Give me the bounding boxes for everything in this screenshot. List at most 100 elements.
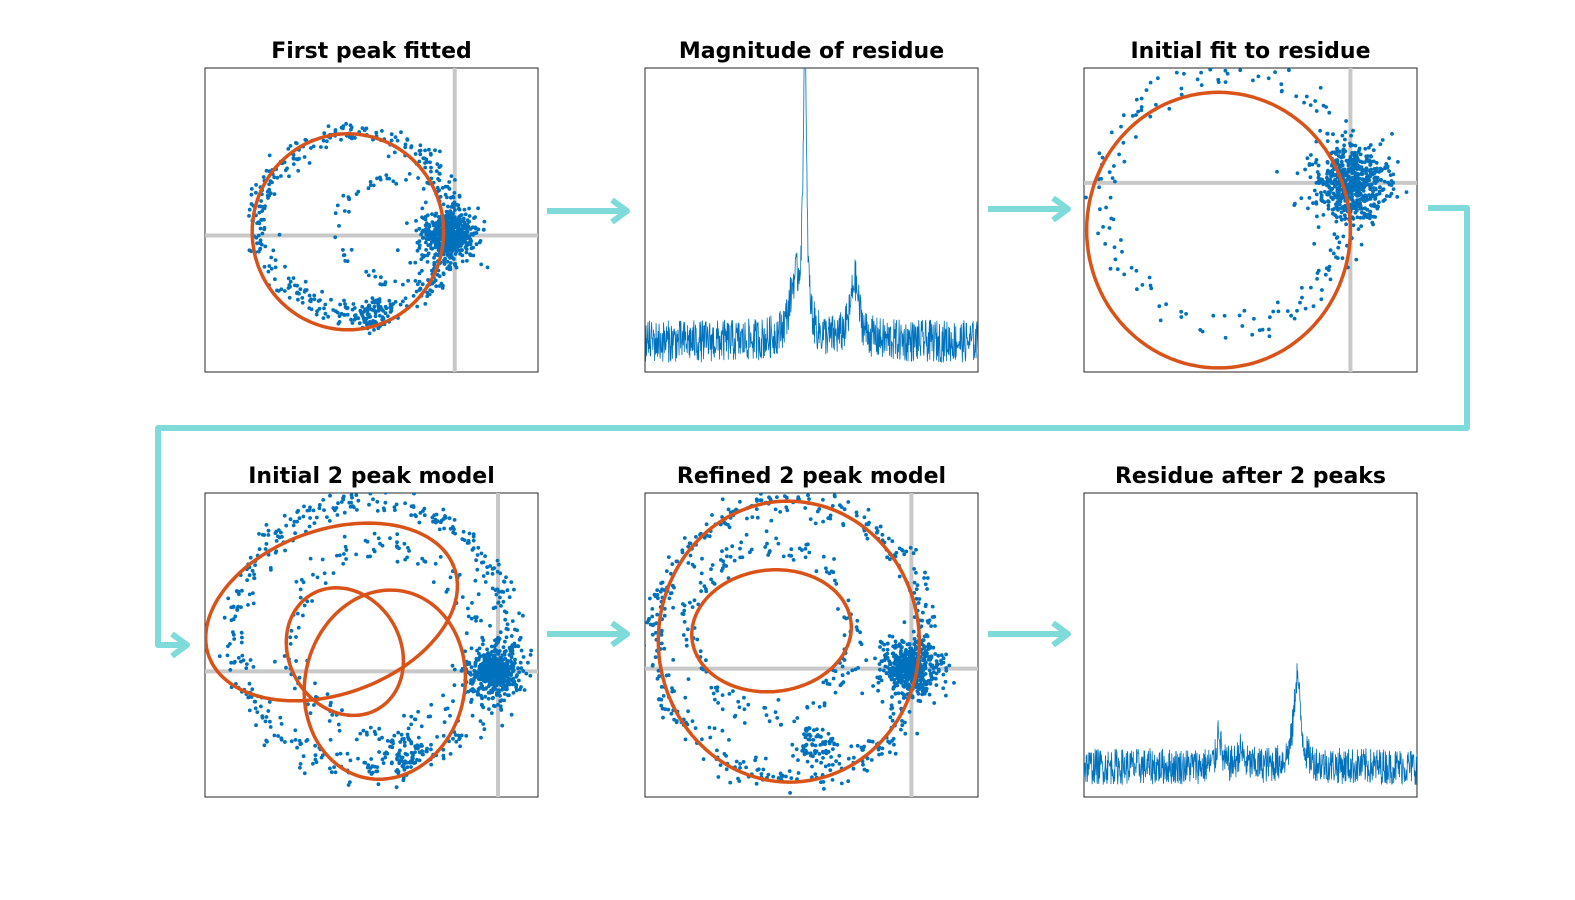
- data-point: [824, 678, 829, 683]
- data-point: [813, 743, 818, 748]
- data-point: [477, 646, 482, 651]
- data-point: [1375, 179, 1380, 183]
- data-point: [858, 640, 863, 645]
- data-point: [862, 515, 867, 520]
- data-point: [383, 500, 388, 505]
- data-point: [502, 698, 507, 703]
- data-point: [526, 660, 530, 665]
- data-point: [796, 758, 800, 762]
- data-point: [928, 654, 932, 659]
- data-point: [1390, 132, 1394, 136]
- data-point: [457, 207, 462, 212]
- data-point: [494, 592, 499, 597]
- data-point: [474, 558, 478, 563]
- data-point: [1328, 178, 1332, 182]
- data-point: [722, 563, 726, 567]
- data-point: [392, 150, 397, 155]
- data-point: [466, 614, 471, 619]
- data-point: [904, 657, 909, 662]
- data-point: [1312, 188, 1317, 193]
- data-point: [402, 541, 407, 546]
- data-point: [858, 630, 862, 635]
- data-point: [377, 737, 382, 742]
- data-point: [1130, 114, 1135, 118]
- data-point: [295, 745, 299, 750]
- data-point: [1303, 306, 1308, 311]
- data-point: [482, 219, 487, 224]
- data-point: [472, 668, 477, 673]
- data-point: [328, 766, 332, 771]
- data-point: [820, 727, 825, 732]
- data-point: [312, 521, 317, 525]
- data-point: [1335, 215, 1339, 220]
- data-point: [813, 772, 818, 776]
- data-point: [1308, 103, 1313, 107]
- data-point: [1353, 143, 1358, 148]
- data-point: [343, 259, 348, 263]
- data-point: [427, 147, 431, 152]
- data-point: [266, 709, 271, 713]
- data-point: [489, 644, 494, 649]
- data-point: [484, 678, 488, 683]
- data-point: [1368, 154, 1373, 158]
- data-point: [1359, 224, 1364, 229]
- data-point: [670, 583, 675, 588]
- data-point: [401, 299, 405, 304]
- data-point: [311, 572, 315, 577]
- data-point: [866, 739, 871, 743]
- data-point: [509, 655, 514, 660]
- data-point: [1362, 160, 1367, 165]
- data-point: [686, 709, 690, 714]
- data-point: [767, 719, 772, 724]
- data-point: [377, 726, 382, 731]
- data-point: [429, 762, 434, 767]
- data-point: [414, 289, 419, 294]
- data-point: [482, 727, 487, 732]
- data-point: [420, 236, 425, 240]
- data-point: [405, 221, 409, 226]
- data-point: [453, 531, 457, 536]
- data-point: [372, 328, 376, 332]
- data-point: [1340, 163, 1344, 168]
- data-point: [1362, 211, 1366, 216]
- data-point: [469, 697, 474, 702]
- data-point: [452, 518, 457, 522]
- data-point: [1395, 195, 1400, 199]
- data-point: [483, 668, 488, 672]
- data-point: [1376, 204, 1380, 209]
- data-point: [1326, 168, 1330, 173]
- data-point: [1211, 313, 1216, 318]
- data-point: [1304, 94, 1309, 99]
- data-point: [301, 514, 306, 519]
- data-point: [871, 684, 875, 688]
- data-point: [307, 524, 312, 529]
- data-point: [1375, 192, 1379, 197]
- fit-curve: [205, 521, 460, 703]
- data-point: [1298, 300, 1302, 305]
- data-point: [490, 696, 495, 701]
- data-point: [460, 239, 465, 244]
- data-point: [887, 634, 892, 638]
- data-point: [821, 680, 826, 685]
- data-point: [937, 667, 941, 672]
- data-point: [479, 551, 484, 556]
- data-point: [807, 737, 812, 742]
- data-point: [380, 735, 384, 740]
- data-point: [382, 508, 387, 513]
- data-point: [1167, 106, 1172, 111]
- data-point: [262, 226, 267, 230]
- data-point: [1179, 86, 1184, 91]
- data-point: [698, 580, 703, 585]
- data-point: [919, 673, 923, 678]
- data-point: [1223, 335, 1228, 340]
- data-point: [288, 144, 293, 148]
- data-point: [875, 530, 879, 535]
- data-point: [339, 311, 344, 316]
- data-point: [1371, 214, 1376, 219]
- data-point: [1340, 256, 1345, 260]
- data-point: [424, 157, 429, 162]
- data-point: [446, 204, 450, 209]
- data-point: [421, 509, 425, 513]
- data-point: [327, 519, 332, 523]
- data-point: [493, 605, 498, 610]
